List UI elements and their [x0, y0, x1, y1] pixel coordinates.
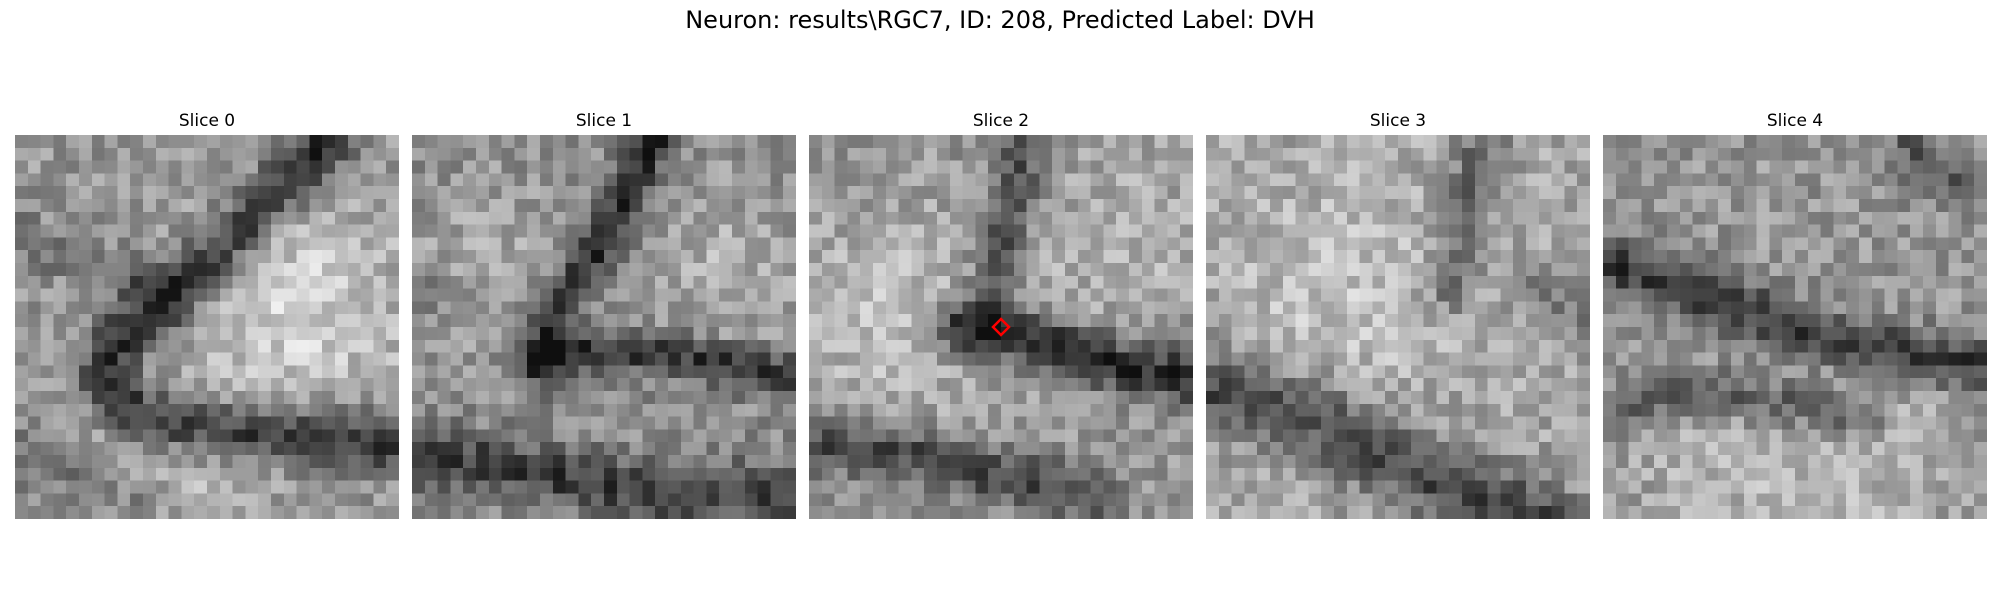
slice-image-1: [412, 135, 796, 519]
slice-title-2: Slice 2: [972, 111, 1030, 131]
slice-title-4: Slice 4: [1766, 111, 1824, 131]
slice-title-0: Slice 0: [178, 111, 236, 131]
figure-title: Neuron: results\RGC7, ID: 208, Predicted…: [685, 6, 1315, 34]
slice-image-0: [15, 135, 399, 519]
slice-image-2: [809, 135, 1193, 519]
slice-image-4: [1603, 135, 1987, 519]
slice-title-1: Slice 1: [575, 111, 633, 131]
slice-image-3: [1206, 135, 1590, 519]
slice-title-3: Slice 3: [1369, 111, 1427, 131]
